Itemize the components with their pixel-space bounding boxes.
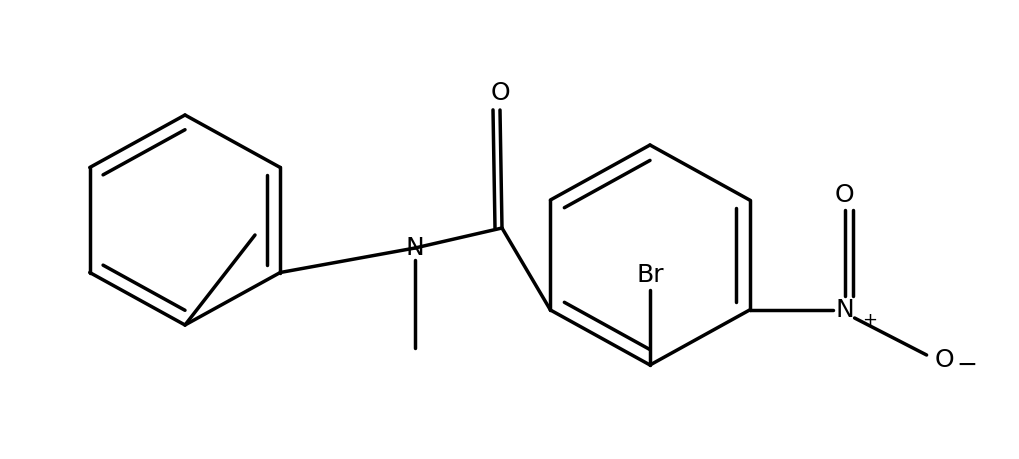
Text: N: N bbox=[835, 298, 853, 322]
Text: −: − bbox=[956, 353, 976, 377]
Text: Br: Br bbox=[636, 263, 663, 287]
Text: N: N bbox=[406, 236, 424, 260]
Text: O: O bbox=[490, 81, 510, 105]
Text: O: O bbox=[834, 183, 854, 207]
Text: O: O bbox=[933, 348, 954, 372]
Text: +: + bbox=[862, 311, 876, 329]
